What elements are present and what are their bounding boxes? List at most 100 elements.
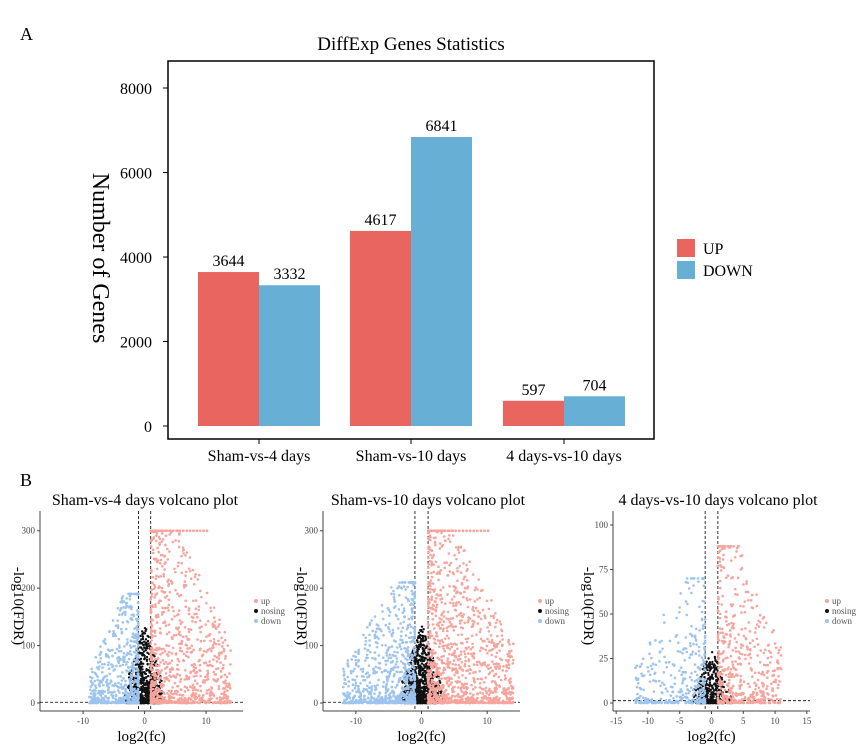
point-up (437, 594, 440, 597)
point-up (156, 657, 160, 661)
point-up (177, 561, 180, 564)
point-nosing (142, 650, 146, 653)
point-up (155, 531, 159, 535)
legend-marker-nosing (254, 609, 258, 613)
point-up (427, 605, 431, 609)
point-down (131, 671, 135, 674)
point-up (212, 616, 216, 620)
point-up (181, 549, 185, 552)
point-nosing (422, 639, 425, 642)
point-up (205, 689, 209, 692)
point-up (222, 663, 225, 667)
point-up (456, 699, 460, 703)
point-up (449, 561, 453, 565)
point-down (127, 700, 131, 703)
point-down (105, 701, 109, 704)
point-up (153, 583, 156, 587)
point-up (206, 648, 210, 652)
point-down (111, 654, 114, 658)
point-up (458, 680, 461, 683)
point-up (173, 615, 176, 618)
point-down (116, 675, 120, 678)
point-nosing (145, 658, 149, 661)
point-up (435, 605, 438, 609)
point-nosing (415, 654, 419, 658)
point-up (157, 550, 161, 554)
point-up (220, 675, 223, 678)
point-up (174, 588, 177, 592)
point-up (175, 633, 178, 637)
point-up (157, 529, 161, 533)
point-nosing (420, 625, 424, 628)
bar-chart-title: DiffExp Genes Statistics (317, 34, 505, 55)
point-down (399, 634, 403, 638)
point-up (467, 645, 470, 649)
point-up (480, 696, 484, 700)
point-up (442, 615, 446, 618)
point-up (426, 587, 430, 590)
point-up (177, 668, 180, 671)
point-up (511, 642, 515, 646)
point-up (206, 669, 209, 673)
point-up (184, 570, 188, 574)
point-nosing (144, 638, 148, 641)
point-up (200, 654, 204, 658)
point-up (432, 666, 435, 670)
point-up (154, 605, 157, 609)
point-down (353, 667, 356, 671)
point-up (464, 646, 468, 650)
point-up (448, 647, 452, 651)
point-up (429, 698, 433, 701)
point-up (187, 567, 191, 570)
point-up (458, 657, 462, 661)
point-down (114, 624, 118, 628)
point-up (196, 615, 199, 619)
point-down (136, 674, 140, 678)
point-up (199, 619, 202, 622)
point-up (203, 701, 207, 704)
point-up (472, 678, 476, 681)
point-down (368, 639, 371, 642)
point-up (444, 602, 447, 605)
point-nosing (422, 693, 426, 696)
point-up (191, 620, 194, 623)
point-up (162, 575, 166, 578)
y-tick-label: 0 (314, 698, 319, 708)
point-up (434, 687, 438, 691)
point-nosing (147, 635, 150, 639)
point-nosing (137, 665, 141, 669)
point-up (194, 666, 198, 670)
point-down (117, 649, 121, 653)
point-up (150, 588, 154, 592)
point-up (491, 660, 494, 663)
point-nosing (146, 639, 150, 643)
point-nosing (419, 655, 422, 658)
point-up (160, 586, 164, 590)
point-up (175, 692, 179, 696)
point-down (124, 679, 127, 683)
point-nosing (415, 639, 419, 642)
point-up (484, 648, 487, 652)
point-down (130, 613, 134, 617)
point-nosing (143, 632, 147, 635)
point-up (492, 674, 496, 678)
bar-chart-ylabel: Number of Genes (87, 173, 113, 344)
point-up (154, 663, 158, 666)
point-up (215, 697, 219, 700)
point-up (451, 662, 455, 666)
point-up (430, 598, 433, 602)
point-up (430, 595, 434, 599)
point-up (180, 561, 183, 565)
point-up (487, 607, 491, 611)
point-up (169, 691, 173, 695)
point-nosing (140, 674, 143, 677)
point-up (229, 663, 232, 666)
point-up (202, 639, 206, 643)
point-nosing (416, 676, 419, 680)
point-up (189, 651, 193, 654)
point-down (126, 638, 129, 641)
point-nosing (421, 630, 424, 634)
point-up (479, 628, 483, 631)
point-up (429, 538, 432, 542)
point-up (209, 663, 212, 667)
